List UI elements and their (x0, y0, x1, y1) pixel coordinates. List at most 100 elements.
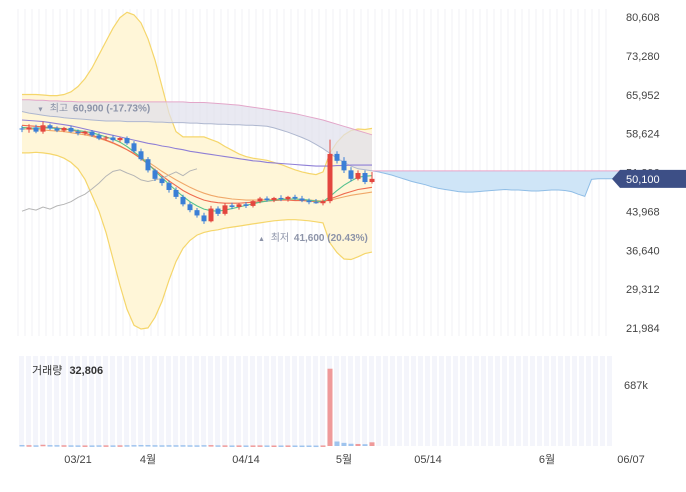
candle (103, 135, 109, 141)
candle-body (243, 204, 249, 206)
candle (152, 168, 158, 181)
candle-body (320, 201, 326, 204)
volume-bar (138, 444, 144, 447)
volume-bar (187, 445, 193, 447)
candle (306, 198, 312, 205)
candle-body (173, 189, 179, 197)
cloud-future-fill (372, 170, 678, 197)
volume-bar (194, 445, 200, 447)
candle-body (271, 197, 277, 201)
candlesticks[interactable] (19, 121, 375, 224)
volume-bar (334, 441, 340, 446)
candle-body (292, 196, 298, 199)
candle (33, 124, 39, 134)
x-tick-label: 6월 (539, 453, 555, 466)
x-tick-label: 05/14 (414, 454, 442, 466)
volume-title-value: 32,806 (69, 365, 103, 377)
volume-bar (348, 443, 354, 446)
candle (229, 202, 235, 210)
candle-body (33, 127, 39, 132)
volume-bar (117, 445, 123, 447)
volume-bar (152, 445, 158, 447)
candle-body (40, 125, 46, 132)
volume-bar (173, 445, 179, 447)
candle-body (236, 204, 242, 207)
candle-body (89, 131, 95, 136)
candle (201, 212, 207, 224)
candle (299, 195, 305, 203)
candle (250, 200, 256, 208)
volume-bar (61, 445, 67, 447)
low-value: 41,600 (20.43%) (294, 233, 368, 244)
candle-body (145, 159, 151, 171)
candle-body (278, 197, 284, 200)
candle-body (61, 127, 67, 131)
candle (187, 202, 193, 213)
candle (236, 203, 242, 210)
candle (19, 125, 25, 133)
high-price-annotation: ▼ 최고 60,900 (-17.73%) (37, 103, 150, 115)
volume-bar (89, 445, 95, 447)
candle-body (208, 208, 214, 222)
volume-bar (327, 368, 333, 446)
high-label: 최고 (50, 103, 68, 115)
volume-bar (278, 445, 284, 447)
current-price-badge: 50,100 (612, 169, 686, 188)
candle (327, 139, 333, 204)
volume-bar (166, 445, 172, 447)
low-marker: ▲ (258, 236, 265, 243)
candle (313, 199, 319, 204)
volume-bar (215, 445, 221, 447)
candle-body (131, 143, 137, 152)
x-tick-label: 04/14 (232, 454, 260, 466)
lagging-span-line (21, 168, 198, 212)
volume-bar (208, 445, 214, 447)
volume-bar (250, 445, 256, 447)
candle-body (96, 135, 102, 139)
candle (369, 171, 375, 184)
candle (110, 135, 116, 142)
candle (194, 208, 200, 218)
candle-body (215, 208, 221, 214)
bollinger-upper-line (22, 11, 373, 176)
candle-body (285, 196, 291, 200)
x-tick-label: 03/21 (64, 454, 92, 466)
candle (166, 180, 172, 193)
current-price-badge-shape (612, 169, 686, 188)
candle-body (222, 205, 228, 214)
candle-body (250, 201, 256, 206)
candle-body (152, 170, 158, 179)
candle-body (257, 198, 263, 202)
volume-bar (341, 442, 347, 446)
bollinger-fill (22, 12, 372, 330)
volume-bar (243, 445, 249, 447)
candle-body (166, 183, 172, 190)
candle (271, 196, 277, 203)
volume-bar (355, 443, 361, 446)
candle-body (348, 170, 354, 179)
volume-bar (75, 445, 81, 447)
volume-bar (222, 445, 228, 447)
volume-bar (19, 444, 25, 447)
candle-body (75, 131, 81, 134)
volume-bar (103, 445, 109, 447)
candle (159, 176, 165, 186)
candle (173, 187, 179, 200)
candle-body (82, 131, 88, 134)
cloud-span-a-line (22, 99, 373, 136)
bollinger-bands (22, 11, 373, 330)
volume-bar (292, 445, 298, 447)
candle (278, 195, 284, 202)
candle-body (180, 196, 186, 205)
candle-body (117, 137, 123, 141)
volume-bars[interactable] (19, 368, 375, 448)
cloud-span-b-line (21, 111, 373, 172)
candle (348, 167, 354, 182)
candle-body (19, 128, 25, 130)
volume-bar (313, 445, 319, 448)
candle (264, 196, 270, 202)
volume-bar (201, 445, 207, 447)
